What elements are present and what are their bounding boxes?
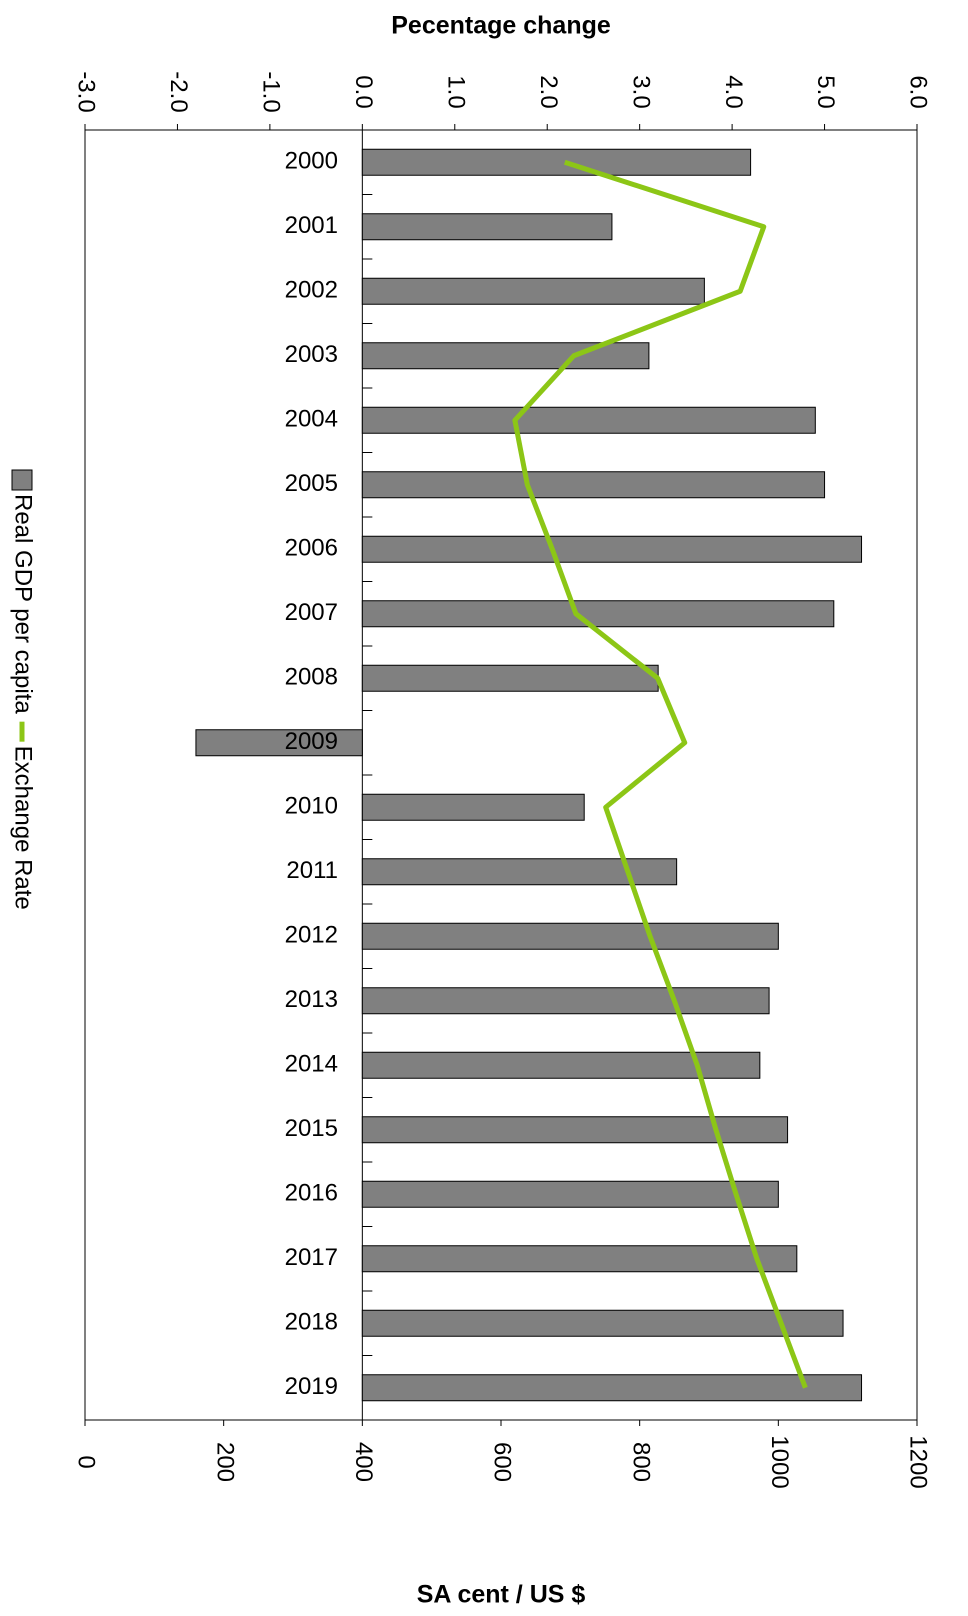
category-label: 2011 bbox=[286, 857, 338, 884]
x-axis-title: Pecentage change bbox=[391, 12, 611, 40]
category-label: 2013 bbox=[285, 986, 338, 1013]
legend: Real GDP per capita Exchange Rate bbox=[10, 470, 37, 910]
category-label: 2018 bbox=[285, 1309, 338, 1336]
plot-frame bbox=[85, 130, 917, 1420]
bar bbox=[362, 536, 861, 562]
bar bbox=[362, 1310, 843, 1336]
bar bbox=[362, 149, 750, 175]
x-tick-label: 2.0 bbox=[535, 75, 562, 108]
category-label: 2006 bbox=[285, 535, 338, 562]
x2-tick-label: 800 bbox=[627, 1442, 654, 1482]
category-label: 2010 bbox=[285, 793, 338, 820]
bar bbox=[362, 214, 612, 240]
x2-tick-label: 1200 bbox=[905, 1435, 932, 1488]
chart: Pecentage change SA cent / US $ -3.0 -2.0… bbox=[0, 0, 968, 1616]
x-tick-label: -2.0 bbox=[165, 71, 192, 112]
x2-axis-title: SA cent / US $ bbox=[417, 1581, 586, 1609]
category-label: 2004 bbox=[285, 406, 338, 433]
category-label: 2012 bbox=[285, 922, 338, 949]
category-label: 2007 bbox=[285, 599, 338, 626]
category-label: 2000 bbox=[285, 148, 338, 175]
bar bbox=[362, 923, 778, 949]
bar bbox=[362, 988, 769, 1014]
x-tick-label: 6.0 bbox=[905, 75, 932, 108]
bar bbox=[362, 1375, 861, 1401]
x2-tick-label: 200 bbox=[211, 1442, 238, 1482]
legend-label: Real GDP per capita bbox=[10, 494, 37, 714]
x-tick-label: 3.0 bbox=[627, 75, 654, 108]
category-label: 2001 bbox=[285, 212, 338, 239]
x2-tick-label: 0 bbox=[73, 1455, 100, 1468]
legend-swatch bbox=[12, 470, 32, 490]
category-label: 2015 bbox=[285, 1115, 338, 1142]
bar bbox=[362, 1246, 796, 1272]
x2-tick-label: 600 bbox=[489, 1442, 516, 1482]
category-label: 2002 bbox=[285, 277, 338, 304]
category-label: 2003 bbox=[285, 341, 338, 368]
x-tick-label: 0.0 bbox=[350, 75, 377, 108]
category-label: 2005 bbox=[285, 470, 338, 497]
bar bbox=[362, 343, 649, 369]
bar bbox=[362, 1117, 787, 1143]
x-tick-label: -1.0 bbox=[258, 71, 285, 112]
legend-label: Exchange Rate bbox=[10, 746, 37, 910]
bar bbox=[362, 407, 815, 433]
category-label: 2016 bbox=[285, 1180, 338, 1207]
category-label: 2019 bbox=[285, 1373, 338, 1400]
bar bbox=[362, 665, 658, 691]
x-tick-label: 1.0 bbox=[442, 75, 469, 108]
category-label: 2017 bbox=[285, 1244, 338, 1271]
x2-tick-label: 400 bbox=[350, 1442, 377, 1482]
category-label: 2014 bbox=[285, 1051, 338, 1078]
bar bbox=[362, 601, 833, 627]
bar bbox=[362, 1181, 778, 1207]
bar bbox=[362, 472, 824, 498]
x2-tick-label: 1000 bbox=[766, 1435, 793, 1488]
bar bbox=[362, 794, 584, 820]
bar bbox=[362, 278, 704, 304]
x-tick-label: 4.0 bbox=[720, 75, 747, 108]
x-tick-label: -3.0 bbox=[73, 71, 100, 112]
category-label: 2008 bbox=[285, 664, 338, 691]
category-label: 2009 bbox=[285, 728, 338, 755]
x-tick-label: 5.0 bbox=[812, 75, 839, 108]
